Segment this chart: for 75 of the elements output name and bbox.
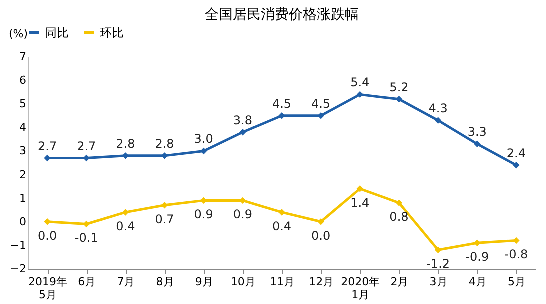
point [356, 186, 364, 192]
data-label: 4.3 [428, 102, 448, 116]
point [44, 154, 51, 162]
point [44, 218, 51, 226]
x-tick-label: 8月 [156, 276, 174, 288]
x-tick-label: 2月 [390, 276, 409, 288]
data-label: 2.8 [155, 136, 174, 151]
data-label: 3.0 [194, 132, 214, 146]
point [318, 112, 324, 120]
data-label: 2.8 [116, 136, 136, 151]
x-tick-label: 6月 [78, 276, 96, 288]
point [474, 140, 481, 148]
data-label: 3.3 [468, 125, 487, 140]
x-tick-label: 2019年 5月 [28, 276, 68, 302]
point [240, 129, 246, 136]
y-tick-label: 1 [20, 192, 26, 205]
data-label: 0.0 [312, 228, 331, 243]
y-tick-label: 4 [20, 121, 26, 134]
data-label: 0.9 [233, 208, 252, 222]
y-tick-label: 6 [20, 74, 26, 88]
y-tick-label: −1 [10, 238, 26, 252]
data-label: 0.0 [38, 228, 58, 243]
data-label: 0.9 [194, 208, 214, 222]
point [161, 202, 168, 209]
data-label: 4.5 [272, 96, 292, 111]
point [396, 200, 403, 206]
point [513, 237, 520, 244]
data-label: -0.1 [74, 231, 98, 246]
x-tick-label: 4月 [468, 276, 487, 288]
y-tick-label: 5 [20, 98, 26, 111]
point [240, 197, 246, 204]
x-tick-label: 11月 [270, 276, 295, 288]
chart-title: 全国居民消费价格涨跌幅 [205, 7, 359, 23]
point [278, 112, 286, 120]
data-label: 2.4 [506, 146, 526, 160]
y-tick-label: 7 [20, 50, 26, 64]
point [122, 209, 130, 216]
y-tick-label: 3 [20, 144, 26, 158]
x-tick-label: 9月 [195, 276, 214, 288]
x-tick-label: 2020年 1月 [341, 276, 380, 302]
point [356, 91, 364, 98]
x-tick-label: 3月 [430, 276, 448, 288]
data-label: 0.4 [272, 219, 292, 234]
data-label: 5.4 [350, 76, 370, 90]
x-tick-label: 7月 [117, 276, 136, 288]
x-tick-label: 12月 [309, 276, 334, 288]
legend-label: 环比 [100, 26, 124, 40]
data-label: 0.4 [116, 219, 136, 234]
data-label: 0.7 [155, 212, 174, 226]
data-label: 4.5 [312, 96, 331, 111]
point [278, 209, 286, 216]
legend-label: 同比 [45, 26, 69, 40]
x-tick-label: 5月 [508, 276, 526, 288]
data-label: 5.2 [390, 80, 409, 94]
data-label: -0.8 [504, 248, 528, 262]
point [513, 162, 520, 169]
point [396, 96, 403, 103]
data-label: 0.8 [390, 210, 409, 224]
point [318, 218, 324, 226]
y-tick-label: −2 [10, 262, 26, 276]
data-label: 1.4 [350, 196, 370, 210]
y-axis-title: (%) [8, 28, 28, 40]
point [200, 148, 208, 155]
data-label: 2.7 [38, 139, 58, 154]
point [474, 240, 481, 246]
data-label: -0.9 [466, 250, 490, 264]
point [434, 246, 442, 254]
data-label: -1.2 [426, 257, 450, 272]
y-tick-label: 2 [20, 168, 26, 182]
point [434, 117, 442, 124]
data-label: 3.8 [233, 113, 252, 128]
x-tick-label: 10月 [230, 276, 256, 288]
y-tick-label: 0 [20, 215, 26, 228]
point [83, 220, 90, 228]
data-label: 2.7 [77, 139, 96, 154]
